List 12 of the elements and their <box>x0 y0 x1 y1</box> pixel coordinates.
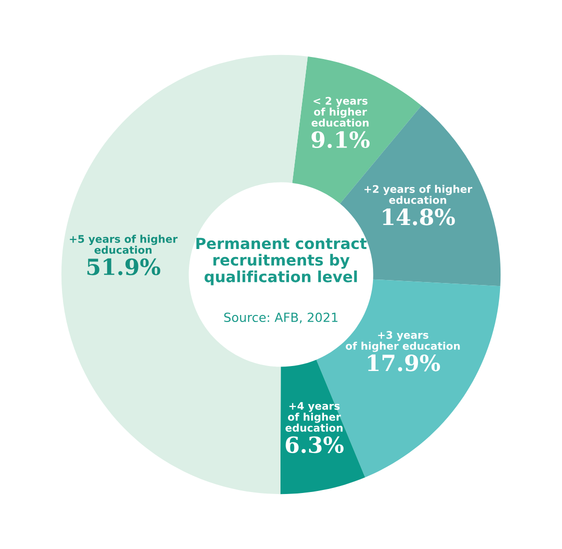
slice-label: +4 years of higher education <box>286 402 343 432</box>
data-label: 51.9% <box>87 258 160 276</box>
slice-label: +2 years of higher education <box>364 184 472 204</box>
data-label: 6.3% <box>286 436 344 454</box>
text: Permanent contract recruitments by qualification level <box>196 238 367 286</box>
slice-label: +3 years of higher education <box>346 330 460 352</box>
slice-label: +5 years of higher education <box>70 234 178 254</box>
slice-label: < 2 years of higher education <box>312 96 369 127</box>
data-label: 17.9% <box>368 354 440 372</box>
data-label: 14.8% <box>382 208 455 226</box>
data-label: 9.1% <box>312 131 370 148</box>
source-note: Source: AFB, 2021 <box>224 312 338 324</box>
